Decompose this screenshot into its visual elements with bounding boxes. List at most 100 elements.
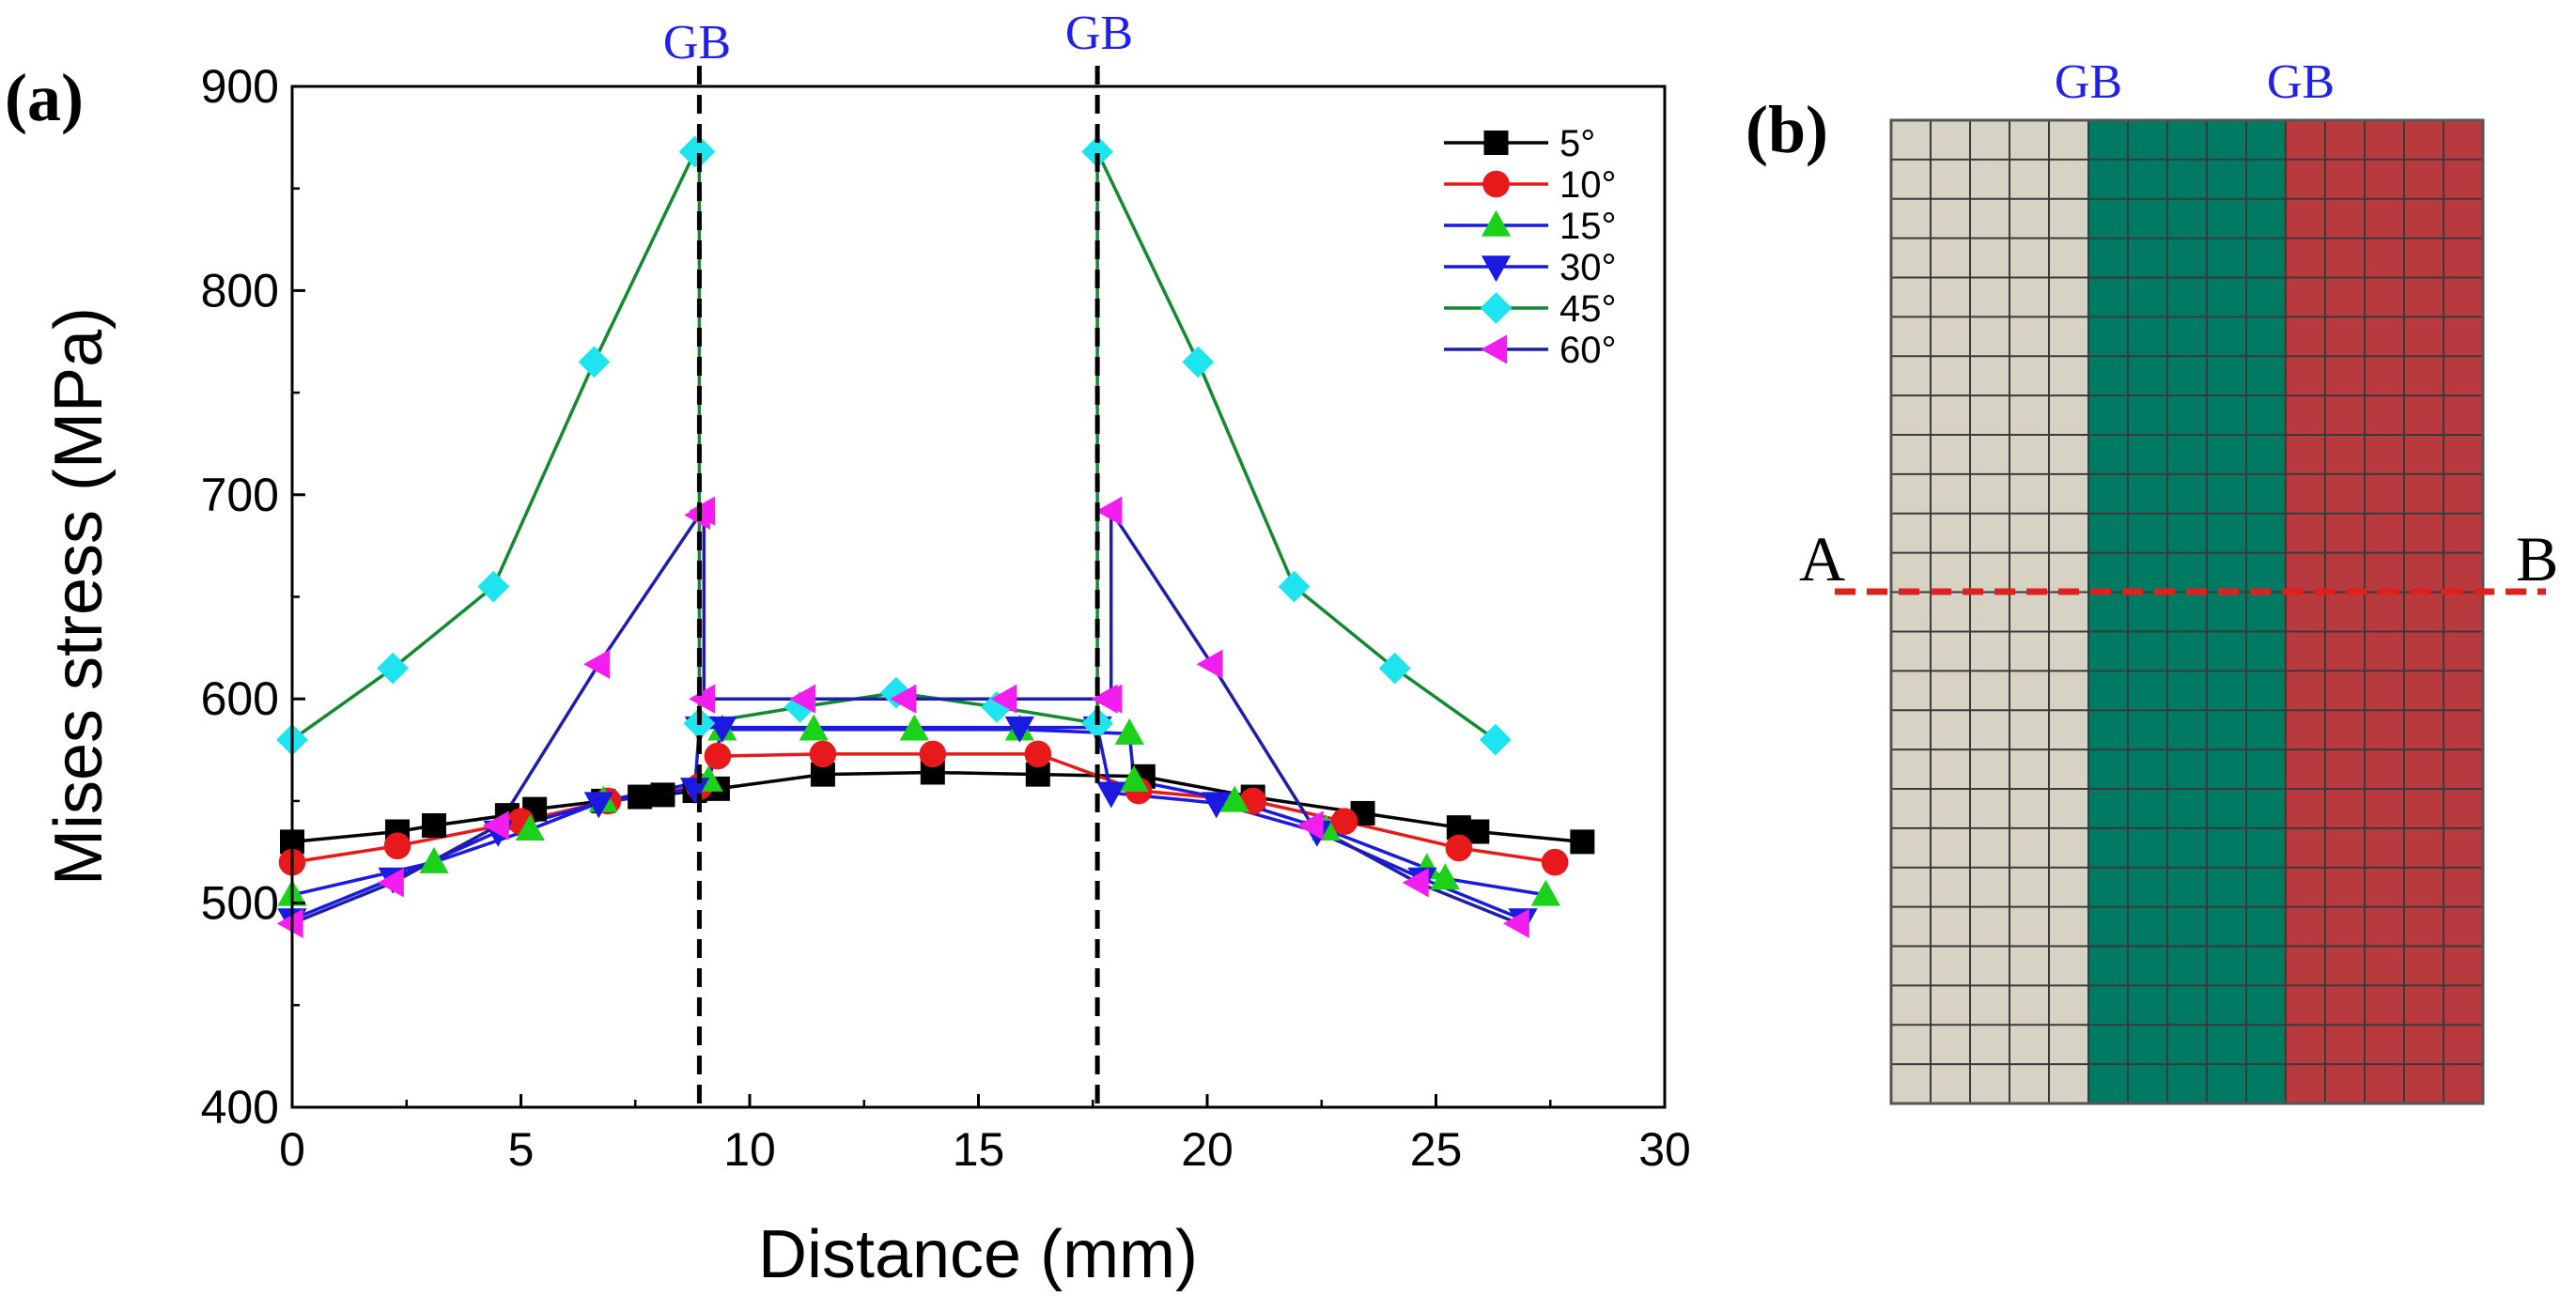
data-point-s2-1 bbox=[419, 846, 449, 873]
panel-b-label: (b) bbox=[1746, 92, 1828, 167]
data-point-s3-7 bbox=[1004, 716, 1034, 743]
x-tick-label: 0 bbox=[279, 1123, 305, 1176]
data-point-s5-8 bbox=[890, 684, 917, 714]
data-point-s5-5 bbox=[689, 496, 715, 526]
data-point-s2-14 bbox=[1430, 863, 1460, 890]
data-point-s1-8 bbox=[1024, 740, 1052, 768]
data-point-s1-11 bbox=[1330, 808, 1358, 835]
gb-label-b-left: GB bbox=[2055, 55, 2122, 109]
data-point-s5-1 bbox=[377, 868, 404, 898]
data-point-s5-3 bbox=[583, 649, 610, 679]
legend-marker bbox=[1481, 255, 1512, 283]
panel-b-grain-mesh: (b) GB GB A B bbox=[1746, 55, 2558, 1105]
data-point-s5-14 bbox=[1296, 810, 1324, 841]
data-point-s5-9 bbox=[990, 684, 1017, 714]
x-axis-label: Distance (mm) bbox=[758, 1217, 1198, 1292]
data-point-s5-0 bbox=[276, 908, 303, 938]
grain-3 bbox=[2286, 120, 2483, 1103]
legend-marker bbox=[1483, 131, 1509, 155]
data-point-s2-9 bbox=[1114, 717, 1144, 745]
data-point-s5-2 bbox=[482, 810, 509, 841]
x-tick-label: 20 bbox=[1181, 1123, 1234, 1176]
legend-entry-label: 10° bbox=[1560, 164, 1617, 206]
data-point-s1-12 bbox=[1445, 834, 1473, 862]
x-axis: 0 5 10 15 20 25 30 bbox=[279, 1094, 1691, 1176]
data-point-s2-11 bbox=[1219, 785, 1249, 812]
data-point-s4-1 bbox=[377, 652, 410, 685]
data-point-s3-4 bbox=[679, 778, 710, 805]
data-point-s1-6 bbox=[809, 740, 837, 768]
data-point-s2-10 bbox=[1119, 764, 1149, 792]
data-point-s5-16 bbox=[1502, 908, 1529, 938]
data-point-s4-5 bbox=[683, 135, 716, 168]
panel-a-line-chart: (a) 0 5 10 15 20 25 30 400 500 600 700 800 900 Dist… bbox=[5, 7, 1691, 1292]
y-tick-label: 800 bbox=[201, 264, 279, 316]
grain-2 bbox=[2088, 120, 2286, 1103]
y-tick-label: 900 bbox=[201, 60, 279, 113]
y-tick-label: 600 bbox=[201, 672, 279, 725]
data-point-s2-7 bbox=[899, 714, 929, 741]
y-tick-label: 700 bbox=[201, 469, 279, 521]
data-point-s0-6 bbox=[628, 784, 653, 810]
data-point-s5-15 bbox=[1402, 868, 1429, 898]
gb-label-b-right: GB bbox=[2267, 55, 2335, 109]
legend: 5°10°15°30°45°60° bbox=[1444, 123, 1617, 371]
data-point-s5-12 bbox=[1095, 496, 1123, 526]
legend-entry-label: 60° bbox=[1560, 330, 1617, 371]
legend-marker bbox=[1481, 334, 1508, 364]
data-point-s3-10 bbox=[1202, 792, 1232, 819]
data-point-s2-2 bbox=[515, 814, 545, 841]
data-point-s5-13 bbox=[1196, 649, 1223, 679]
legend-entry-label: 15° bbox=[1560, 206, 1617, 247]
data-point-s5-7 bbox=[789, 684, 816, 714]
data-point-s4-2 bbox=[477, 570, 510, 603]
data-point-s5-6 bbox=[689, 684, 715, 714]
panel-a-gb-labels: GB GB bbox=[663, 7, 1133, 69]
y-axis: 400 500 600 700 800 900 bbox=[201, 60, 305, 1134]
data-point-s0-18 bbox=[1570, 829, 1595, 855]
legend-entry-label: 5° bbox=[1560, 123, 1595, 164]
data-point-s4-12 bbox=[1081, 135, 1114, 168]
data-point-s3-3 bbox=[583, 792, 613, 819]
data-point-s0-7 bbox=[650, 782, 675, 808]
data-point-s1-13 bbox=[1541, 848, 1569, 876]
x-tick-label: 10 bbox=[723, 1123, 776, 1176]
data-point-s4-14 bbox=[1278, 570, 1311, 603]
mesh-border bbox=[1889, 118, 2485, 1105]
data-point-s2-6 bbox=[799, 714, 829, 741]
panel-a-label: (a) bbox=[5, 60, 84, 135]
mesh-grid bbox=[1891, 120, 2483, 1103]
legend-entry-label: 45° bbox=[1560, 288, 1617, 330]
data-point-s4-3 bbox=[578, 346, 611, 378]
data-point-s3-6 bbox=[707, 716, 737, 743]
data-point-s3-9 bbox=[1096, 781, 1126, 809]
y-axis-label: Mises stress (MPa) bbox=[41, 307, 116, 886]
endpoint-b-label: B bbox=[2516, 523, 2558, 594]
data-point-s5-11 bbox=[1095, 684, 1123, 714]
data-point-s4-13 bbox=[1182, 346, 1215, 378]
legend-entry-label: 30° bbox=[1560, 247, 1617, 288]
data-point-s1-1 bbox=[383, 832, 411, 860]
gb-label-left: GB bbox=[663, 16, 731, 69]
x-tick-label: 25 bbox=[1410, 1123, 1463, 1176]
plot-marks bbox=[276, 66, 1595, 1107]
data-point-s1-7 bbox=[919, 740, 947, 768]
data-point-s2-15 bbox=[1530, 879, 1560, 906]
series-line-2 bbox=[291, 728, 1546, 897]
x-tick-label: 5 bbox=[508, 1123, 535, 1176]
x-tick-label: 30 bbox=[1638, 1123, 1691, 1176]
grain-1 bbox=[1891, 120, 2088, 1103]
data-point-s4-16 bbox=[1479, 723, 1512, 756]
series-line-5 bbox=[291, 505, 1519, 925]
data-point-s4-15 bbox=[1378, 652, 1411, 685]
y-tick-label: 500 bbox=[201, 877, 279, 930]
legend-marker bbox=[1480, 292, 1513, 324]
endpoint-a-label: A bbox=[1799, 523, 1845, 594]
series-line-4 bbox=[290, 149, 1497, 742]
legend-marker bbox=[1481, 209, 1512, 237]
x-tick-label: 15 bbox=[953, 1123, 1005, 1176]
data-point-s0-2 bbox=[421, 812, 446, 838]
data-point-s1-5 bbox=[704, 742, 732, 770]
legend-marker bbox=[1482, 170, 1510, 198]
